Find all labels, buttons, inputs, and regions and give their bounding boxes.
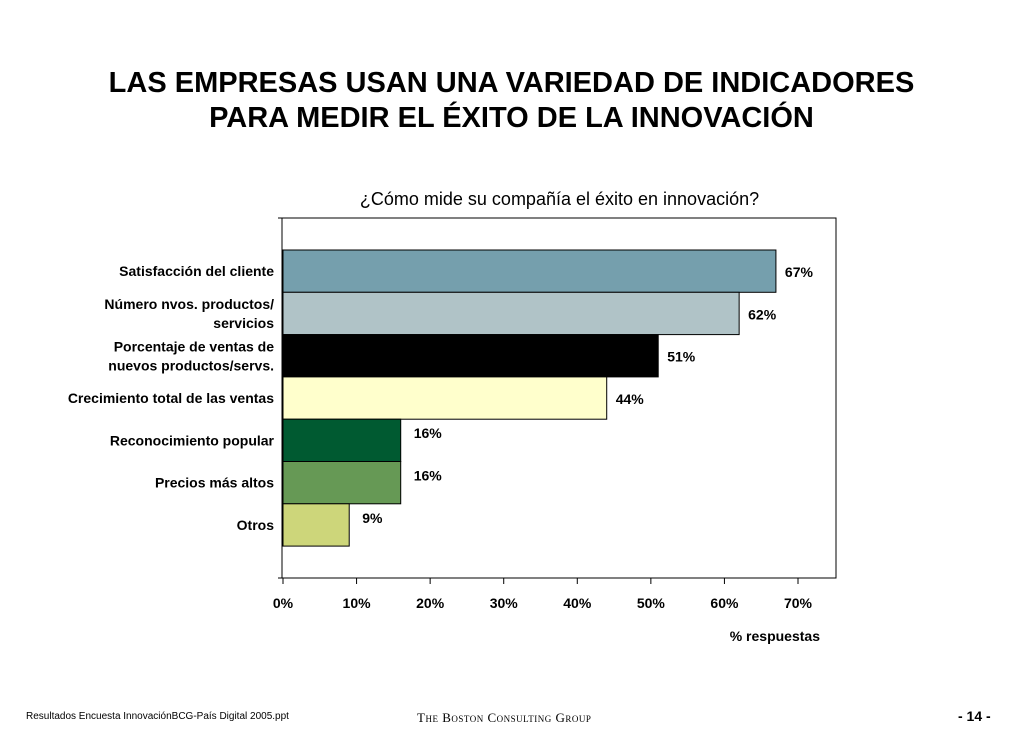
data-label: 67%: [785, 264, 814, 280]
x-tick-label: 30%: [490, 595, 519, 611]
x-tick-label: 0%: [273, 595, 294, 611]
data-label: 16%: [414, 425, 443, 441]
category-label: Satisfacción del cliente: [119, 263, 274, 279]
category-label: Reconocimiento popular: [110, 432, 275, 448]
bar: [282, 418, 402, 463]
footer-brand: The Boston Consulting Group: [417, 710, 592, 725]
bar: [282, 461, 402, 505]
category-label: Porcentaje de ventas de: [114, 338, 275, 354]
x-tick-label: 50%: [637, 595, 666, 611]
category-label: Precios más altos: [155, 475, 274, 491]
x-tick-label: 20%: [416, 595, 445, 611]
x-tick-label: 60%: [710, 595, 739, 611]
title-line-2: PARA MEDIR EL ÉXITO DE LA INNOVACIÓN: [209, 102, 814, 134]
data-label: 62%: [748, 306, 777, 322]
data-label: 51%: [667, 349, 696, 365]
x-tick-label: 40%: [563, 595, 592, 611]
data-label: 9%: [362, 510, 383, 526]
bar: [282, 249, 777, 293]
plot-frame: [281, 217, 837, 579]
data-label: 44%: [616, 391, 645, 407]
category-label: Número nvos. productos/: [104, 296, 274, 312]
bar: [282, 291, 740, 336]
category-label: servicios: [213, 315, 274, 331]
x-axis-label: % respuestas: [730, 628, 820, 644]
page-number: - 14 -: [958, 708, 991, 724]
bar: [282, 334, 659, 378]
footer-filename: Resultados Encuesta InnovaciónBCG-País D…: [26, 711, 289, 722]
bar: [282, 503, 350, 547]
page-title: LAS EMPRESAS USAN UNA VARIEDAD DE INDICA…: [0, 66, 1023, 136]
title-line-1: LAS EMPRESAS USAN UNA VARIEDAD DE INDICA…: [108, 67, 915, 99]
data-label: 16%: [414, 468, 443, 484]
category-label: Crecimiento total de las ventas: [68, 390, 274, 406]
bar: [282, 376, 608, 420]
x-tick-label: 10%: [343, 595, 372, 611]
category-label: Otros: [237, 517, 275, 533]
x-tick-label: 70%: [784, 595, 813, 611]
category-label: nuevos productos/servs.: [108, 357, 274, 373]
chart-subtitle: ¿Cómo mide su compañía el éxito en innov…: [359, 189, 760, 209]
